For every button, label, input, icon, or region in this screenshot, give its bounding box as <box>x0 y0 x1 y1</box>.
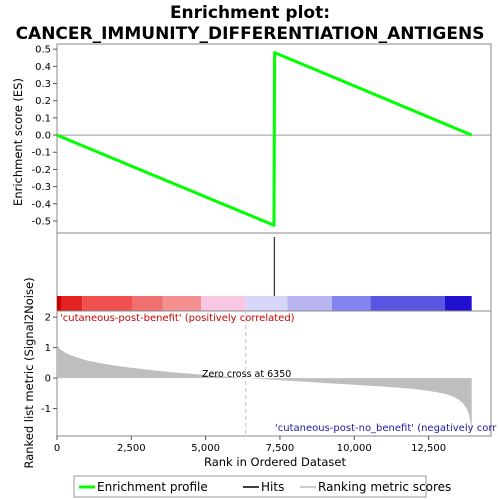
x-tick-label: 7,500 <box>266 443 295 454</box>
top-y-axis-label: Enrichment score (ES) <box>11 78 25 206</box>
legend-label: Ranking metric scores <box>318 480 451 494</box>
top-y-tick-label: 0.3 <box>35 79 51 90</box>
color-bar-segment <box>287 296 332 311</box>
color-bar-segment <box>370 296 445 311</box>
enrichment-profile-line <box>56 51 473 227</box>
x-tick-label: 5,000 <box>191 443 220 454</box>
top-y-tick-label: -0.2 <box>31 165 51 176</box>
top-y-tick-label: 0.0 <box>35 131 51 142</box>
x-tick-label: 10,000 <box>337 443 372 454</box>
bottom-y-tick-label: 2 <box>45 313 51 324</box>
zero-cross-label: Zero cross at 6350 <box>202 369 291 380</box>
rank-color-bar <box>57 296 472 311</box>
x-axis-label: Rank in Ordered Dataset <box>204 455 347 469</box>
x-tick-label: 2,500 <box>117 443 146 454</box>
x-tick-label: 0 <box>54 443 60 454</box>
top-y-tick-label: 0.2 <box>35 96 51 107</box>
positive-correlation-label: 'cutaneous-post-benefit' (positively cor… <box>60 313 295 324</box>
color-bar-segment <box>444 296 472 311</box>
color-bar-segment <box>82 296 133 311</box>
top-y-tick-label: -0.3 <box>31 182 51 193</box>
bottom-y-axis-label: Ranked list metric (Signal2Noise) <box>22 277 36 468</box>
top-y-tick-label: 0.4 <box>35 62 51 73</box>
chart-title-line1: Enrichment plot: <box>170 3 330 23</box>
chart-title-line2: CANCER_IMMUNITY_DIFFERENTIATION_ANTIGENS <box>16 24 485 44</box>
color-bar-segment <box>331 296 371 311</box>
bottom-y-tick-label: -1 <box>41 404 51 415</box>
color-bar-segment <box>245 296 288 311</box>
top-y-tick-label: 0.5 <box>35 45 51 56</box>
bottom-y-tick-label: 1 <box>45 343 51 354</box>
top-y-tick-label: 0.1 <box>35 113 51 124</box>
color-bar-segment <box>132 296 163 311</box>
legend: Enrichment profile Hits Ranking metric sco… <box>73 475 451 498</box>
bottom-y-tick-label: 0 <box>45 374 51 385</box>
top-y-tick-label: -0.4 <box>31 199 51 210</box>
color-bar-segment <box>201 296 246 311</box>
color-bar-segment <box>57 296 62 311</box>
legend-label: Hits <box>261 480 284 494</box>
ranked-metric-panel: -1 0 1 2 0 2,500 5,000 7,500 10,000 12,500 <box>41 310 492 454</box>
negative-correlation-label: 'cutaneous-post-no_benefit' (negatively … <box>275 423 497 434</box>
x-tick-label: 12,500 <box>411 443 446 454</box>
color-bar-segment <box>162 296 202 311</box>
legend-label: Enrichment profile <box>97 480 208 494</box>
top-y-tick-label: -0.5 <box>31 216 51 227</box>
enrichment-score-panel: -0.5 -0.4 -0.3 -0.2 -0.1 0.0 0.1 0.2 0.3 0.4 0.5 <box>31 43 492 234</box>
color-bar-segment <box>61 296 83 311</box>
top-y-tick-label: -0.1 <box>31 148 51 159</box>
